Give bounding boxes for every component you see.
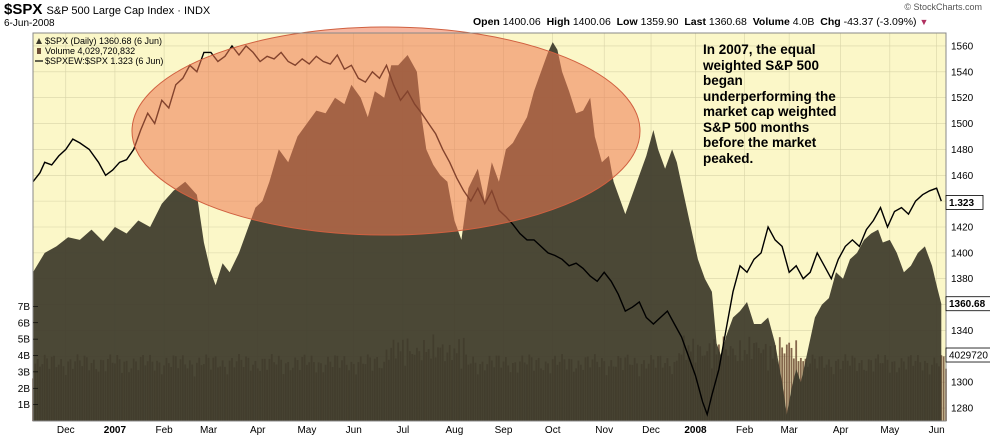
x-tick-label: 2007 [104, 425, 127, 436]
value-badge-label: 1360.68 [949, 299, 986, 310]
high-label: High [546, 16, 570, 28]
y-tick-label: 1500 [951, 119, 974, 130]
symbol: $SPX [4, 1, 43, 18]
y-tick-label: 1420 [951, 223, 974, 234]
y-tick-label: 1480 [951, 145, 974, 156]
volume-value: 4.0B [792, 16, 815, 28]
volume-bar [788, 342, 791, 421]
x-tick-label: Feb [736, 425, 754, 436]
legend-label: $SPX (Daily) 1360.68 (6 Jun) [45, 36, 162, 46]
volume-axis: 7B 6B 5B 4B 3B 2B 1B [18, 302, 38, 411]
x-tick-label: Mar [781, 425, 799, 436]
index-name: S&P 500 Large Cap Index [46, 5, 175, 17]
x-tick-label: Dec [642, 425, 660, 436]
x-tick-label: Nov [595, 425, 613, 436]
down-triangle-icon: ▼ [919, 17, 929, 27]
x-tick-label: Sep [495, 425, 513, 436]
chart-date: 6-Jun-2008 [4, 18, 55, 29]
legend-label: $SPXEW:$SPX 1.323 (6 Jun) [45, 56, 163, 66]
x-tick-label: May [297, 425, 316, 436]
x-tick-label: Dec [57, 425, 75, 436]
value-badge-label: 1.323 [949, 198, 974, 209]
x-tick-label: Jul [396, 425, 409, 436]
stockcharts-logo: © StockCharts.com [904, 2, 982, 12]
x-tick-label: Jun [346, 425, 362, 436]
plot-border [32, 32, 947, 422]
y-tick-label: 1280 [951, 404, 974, 415]
volume-tick-label: 1B [18, 400, 31, 411]
x-tick-label: Apr [250, 425, 266, 436]
x-tick-label: Mar [200, 425, 218, 436]
chg-label: Chg [820, 16, 841, 28]
chg-value: -43.37 (-3.09%) [843, 16, 917, 28]
legend-bar-marker [37, 48, 41, 54]
y-tick-label: 1400 [951, 248, 974, 259]
last-value: 1360.68 [708, 16, 747, 28]
spx-price-area [33, 42, 942, 421]
value-badge [945, 296, 990, 312]
y-tick-label: 1540 [951, 67, 974, 78]
x-tick-label: May [880, 425, 899, 436]
value-badges: 1.323 1360.68 4029720 [945, 195, 990, 363]
volume-tick-label: 2B [18, 384, 31, 395]
highlight-ellipse [131, 26, 641, 236]
volume-label: Volume [752, 16, 790, 28]
value-badge [945, 195, 984, 210]
volume-tick-label: 3B [18, 367, 31, 378]
quote-bar: Open 1400.06 High 1400.06 Low 1359.90 La… [473, 16, 928, 28]
open-value: 1400.06 [502, 16, 541, 28]
x-tick-label: Oct [545, 425, 561, 436]
date-axis: Dec 2007 Feb Mar Apr May Jun Jul Aug Sep Oct Nov Dec… [57, 425, 945, 436]
high-value: 1400.06 [572, 16, 611, 28]
symbol-title: $SPX S&P 500 Large Cap Index · INDX [4, 1, 211, 18]
x-tick-label: Apr [833, 425, 849, 436]
chart-header: $SPX S&P 500 Large Cap Index · INDX 6-Ju… [0, 0, 990, 32]
y-tick-label: 1460 [951, 171, 974, 182]
volume-tick-label: 7B [18, 302, 31, 313]
y-tick-label: 1300 [951, 378, 974, 389]
volume-tick-label: 4B [18, 351, 31, 362]
x-tick-label: 2008 [684, 425, 707, 436]
value-badge-label: 4029720 [949, 351, 988, 362]
y-tick-label: 1560 [951, 41, 974, 52]
low-value: 1359.90 [640, 16, 679, 28]
x-tick-label: Aug [445, 425, 463, 436]
exchange: INDX [183, 5, 211, 17]
legend-label: Volume 4,029,720,832 [45, 46, 135, 56]
volume-tick-label: 6B [18, 318, 31, 329]
volume-tick-label: 5B [18, 335, 31, 346]
annotation-text: In 2007, the equal weighted S&P 500 bega… [703, 42, 837, 166]
legend-area-marker [36, 38, 42, 44]
open-label: Open [473, 16, 500, 28]
volume-bar [783, 353, 786, 421]
last-label: Last [684, 16, 706, 28]
y-tick-label: 1340 [951, 326, 974, 337]
value-badge [945, 347, 990, 363]
volume-bar [790, 347, 793, 421]
low-label: Low [616, 16, 638, 28]
x-tick-label: Jun [929, 425, 945, 436]
y-tick-label: 1520 [951, 93, 974, 104]
legend: $SPX (Daily) 1360.68 (6 Jun)Volume 4,029… [35, 36, 163, 66]
volume-bar [785, 344, 788, 421]
y-tick-label: 1380 [951, 274, 974, 285]
volume-bar [940, 355, 943, 421]
volume-bar [942, 356, 945, 421]
x-tick-label: Feb [155, 425, 173, 436]
